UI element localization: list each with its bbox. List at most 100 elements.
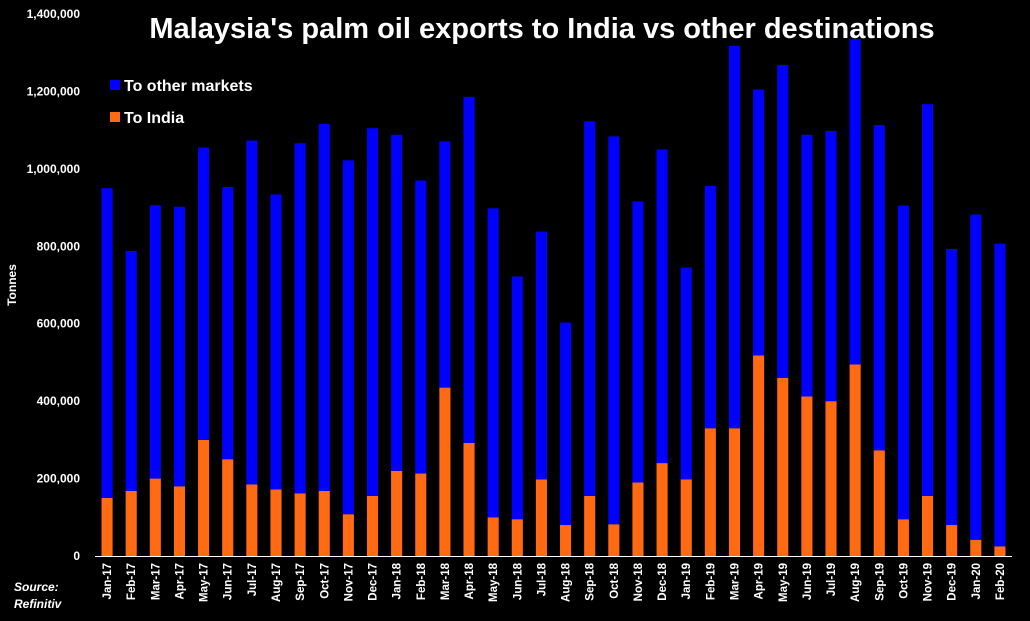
bar-other-markets [753, 89, 765, 356]
bar-india [270, 489, 282, 556]
bar-india [825, 401, 837, 556]
x-tick-label: Jan-18 [392, 562, 404, 599]
x-tick-label: Dec-19 [947, 563, 959, 601]
bar-india [656, 463, 668, 556]
bar-india [753, 355, 765, 556]
x-tick-label: Jan-20 [971, 563, 983, 599]
x-tick-label: Jul-17 [247, 563, 259, 596]
bar-other-markets [270, 194, 282, 490]
bar-other-markets [656, 149, 668, 464]
bars-group [101, 39, 1006, 556]
y-axis-label: Tonnes [5, 264, 19, 306]
source-label: Source: [14, 580, 59, 594]
bar-other-markets [366, 128, 379, 496]
legend: To other markets To India [110, 78, 253, 127]
x-tick-label: Aug-18 [561, 562, 573, 602]
legend-label-india: To India [124, 110, 184, 127]
bar-india [294, 493, 306, 556]
x-tick-label: May-18 [488, 562, 500, 602]
bar-other-markets [294, 143, 306, 494]
bar-india [246, 484, 258, 556]
x-tick-label: Jan-19 [681, 563, 693, 599]
y-tick-label: 600,000 [37, 317, 81, 331]
bar-india [728, 428, 741, 556]
bar-india [632, 482, 644, 556]
bar-india [366, 495, 379, 556]
bar-india [704, 428, 716, 556]
bar-india [125, 490, 137, 556]
bar-other-markets [873, 125, 885, 451]
bar-other-markets [632, 201, 644, 483]
bar-india [149, 478, 161, 556]
bar-other-markets [173, 206, 186, 487]
x-tick-label: Sep-17 [295, 563, 307, 601]
bar-other-markets [994, 243, 1006, 547]
x-tick-label: Mar-18 [440, 562, 452, 600]
legend-swatch-other-markets [110, 80, 120, 90]
bar-india [342, 514, 354, 556]
bar-india [535, 479, 547, 556]
x-tick-label: Jun-18 [512, 562, 524, 600]
x-tick-label: Oct-17 [319, 563, 331, 599]
bar-other-markets [342, 160, 354, 515]
x-tick-label: Sep-19 [874, 563, 886, 601]
bar-other-markets [560, 322, 572, 526]
x-tick-label: May-19 [778, 563, 790, 602]
bar-other-markets [777, 65, 789, 378]
x-tick-label: Jun-17 [223, 563, 235, 600]
y-tick-label: 200,000 [37, 472, 81, 486]
bar-other-markets [584, 121, 596, 496]
bar-other-markets [801, 134, 813, 397]
x-tick-label: Feb-17 [126, 563, 138, 600]
bar-other-markets [101, 188, 113, 498]
x-tick-label: Mar-19 [729, 563, 741, 600]
x-tick-label: Nov-19 [923, 563, 935, 601]
bar-other-markets [897, 205, 909, 520]
bar-india [777, 377, 789, 556]
x-tick-label: Apr-17 [174, 563, 186, 599]
x-tick-label: Nov-17 [343, 563, 355, 601]
chart-title: Malaysia's palm oil exports to India vs … [149, 13, 934, 45]
bar-india [560, 525, 572, 556]
bar-other-markets [728, 45, 741, 429]
bar-other-markets [246, 140, 258, 485]
bar-other-markets [487, 208, 499, 518]
x-tick-label: Jun-19 [802, 563, 814, 600]
bar-india [391, 470, 403, 556]
bar-other-markets [608, 136, 620, 525]
bar-india [487, 517, 499, 556]
bar-other-markets [415, 180, 427, 474]
bar-india [849, 364, 861, 556]
bar-other-markets [511, 276, 523, 520]
y-tick-label: 400,000 [37, 394, 81, 408]
x-tick-label: Oct-19 [898, 563, 910, 599]
x-tick-label: Oct-18 [609, 562, 621, 598]
bar-other-markets [704, 185, 716, 429]
x-tick-label: Sep-18 [585, 562, 597, 600]
bar-other-markets [849, 39, 861, 365]
y-axis: 0 200,000 400,000 600,000 800,000 1,000,000 1,… [27, 7, 81, 563]
x-tick-label: May-17 [199, 563, 211, 602]
x-tick-label: Jul-19 [826, 563, 838, 596]
bar-other-markets [318, 123, 330, 491]
bar-other-markets [391, 134, 403, 471]
bar-india [608, 524, 620, 556]
bar-other-markets [125, 250, 137, 491]
bar-india [415, 473, 427, 556]
x-tick-label: Dec-18 [657, 562, 669, 600]
x-tick-label: Aug-17 [271, 563, 283, 602]
y-tick-label: 0 [73, 549, 80, 563]
bar-india [222, 459, 234, 556]
x-tick-label: Feb-19 [705, 563, 717, 600]
bar-india [946, 525, 958, 556]
bar-other-markets [149, 205, 161, 479]
x-tick-label: Apr-19 [754, 563, 766, 599]
x-tick-label: Feb-20 [995, 563, 1007, 600]
bar-other-markets [970, 214, 982, 540]
x-tick-label: Feb-18 [416, 562, 428, 600]
x-tick-label: Apr-18 [464, 562, 476, 599]
y-tick-label: 1,000,000 [27, 162, 81, 176]
bar-india [439, 387, 451, 556]
x-tick-label: Jan-17 [102, 563, 114, 599]
